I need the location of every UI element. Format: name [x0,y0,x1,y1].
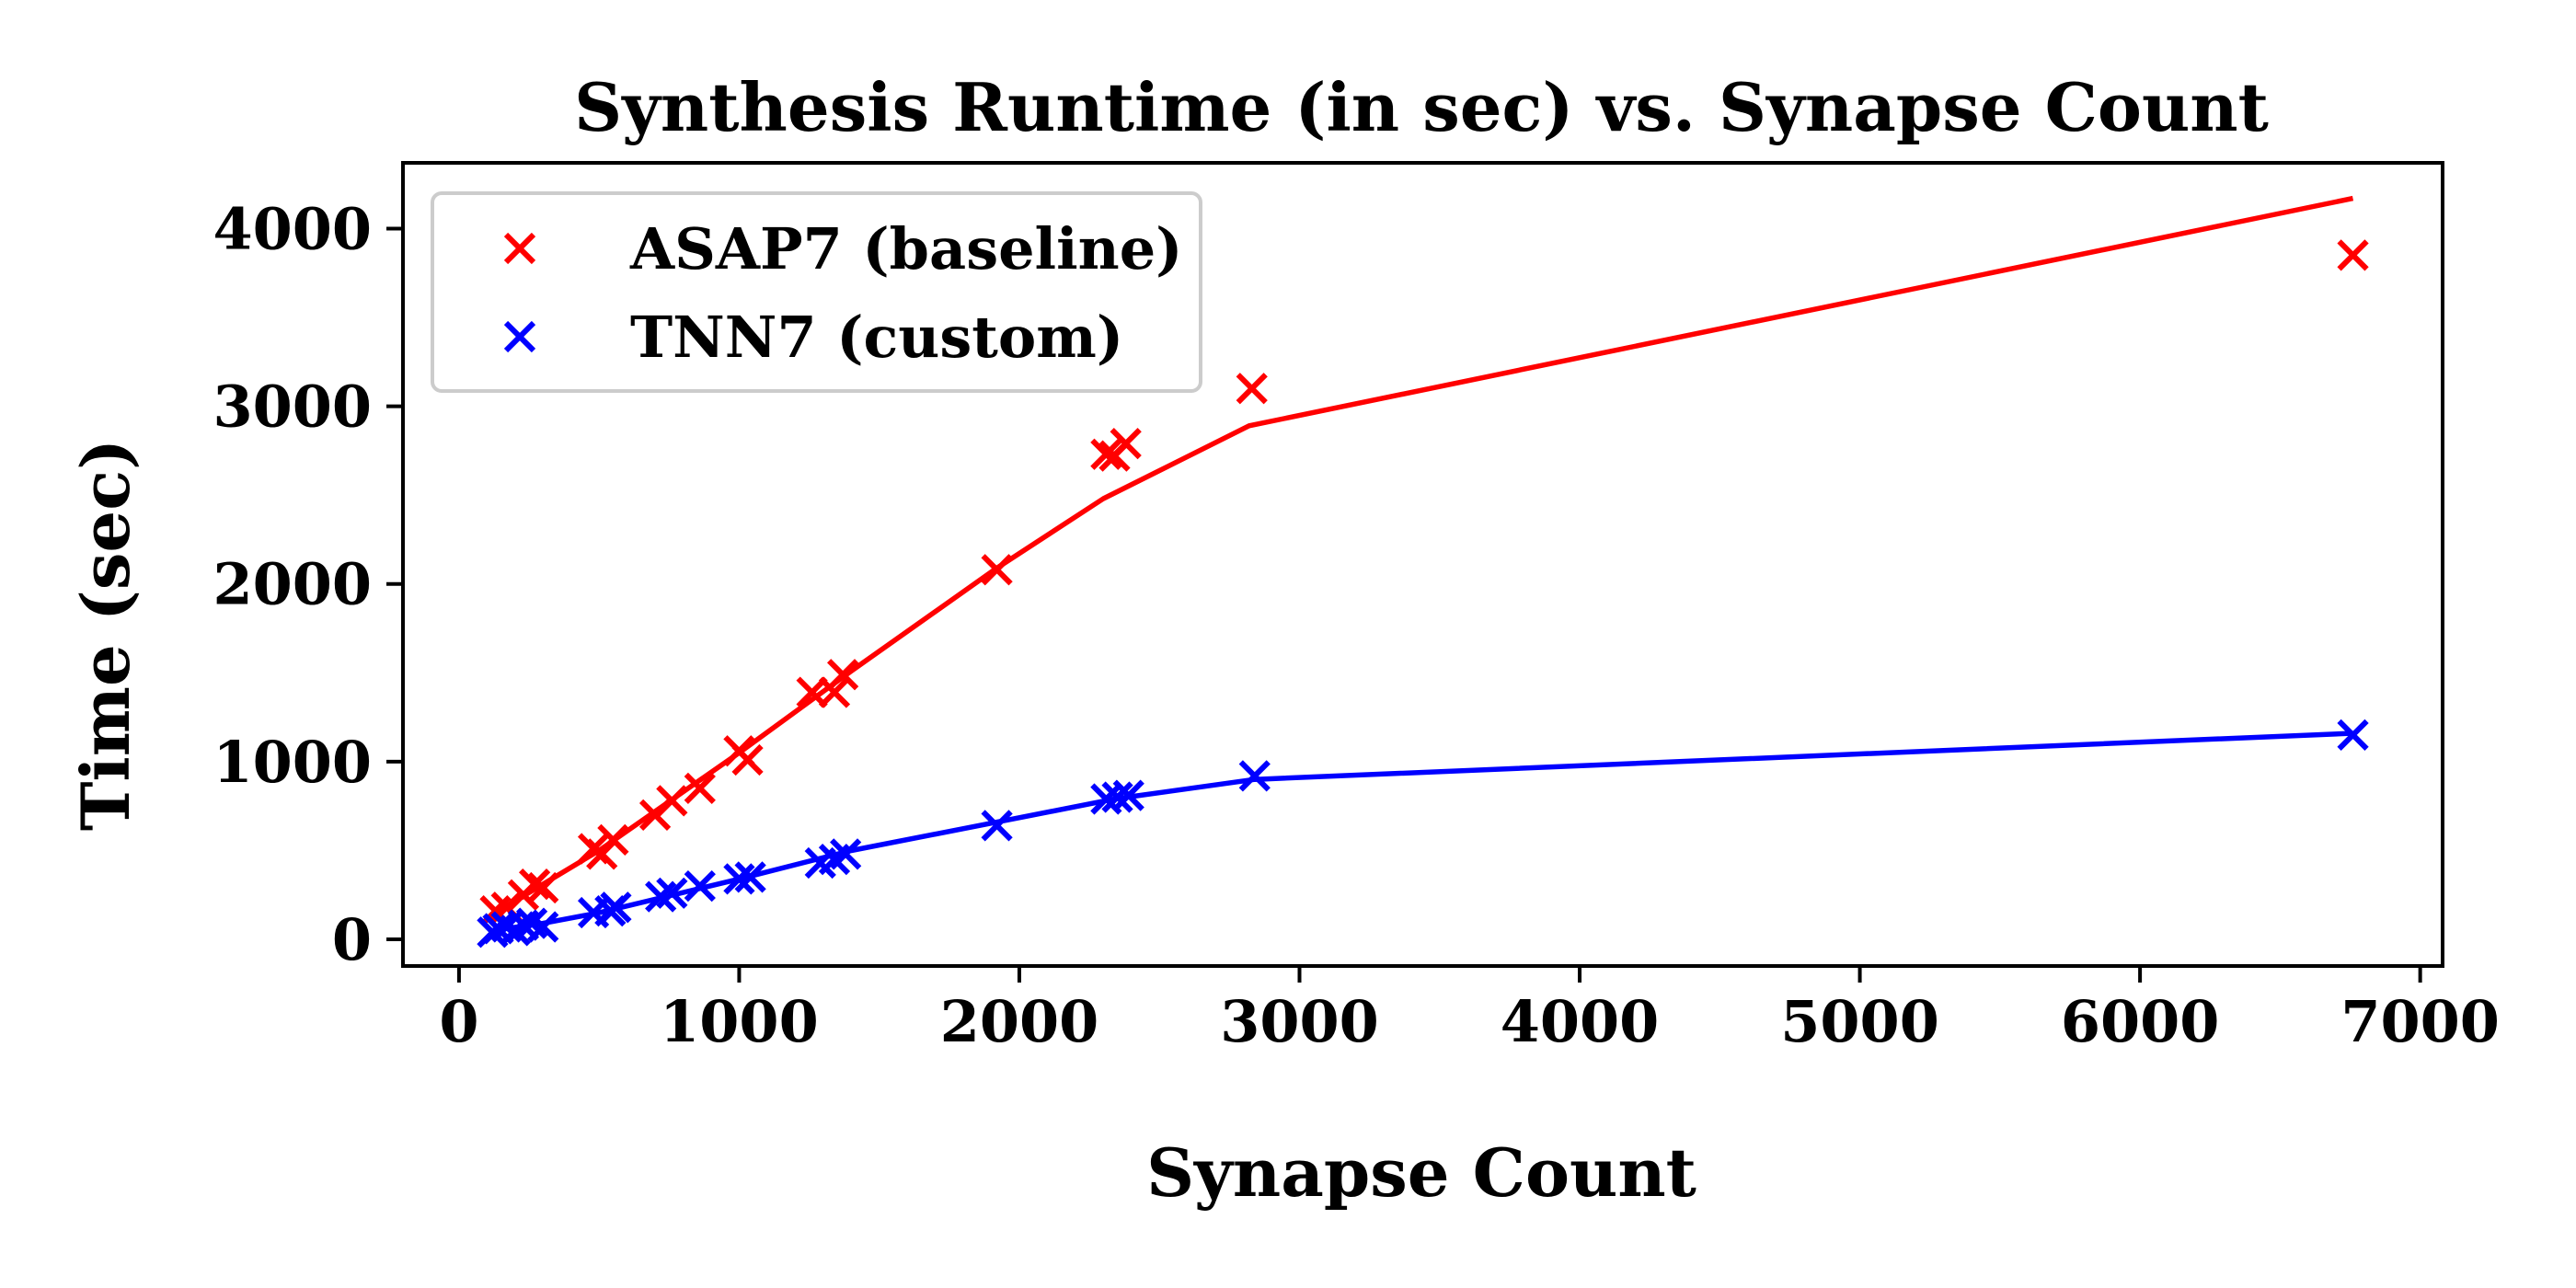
series-1-point [2337,239,2369,271]
series-1-point [1090,438,1122,470]
series-2-point [734,861,766,893]
legend-box [431,191,1202,393]
series-2-point [600,891,632,924]
series-1-point [818,676,851,708]
x-tick-label: 0 [439,988,478,1055]
plot-frame [401,161,2444,968]
x-tick-label: 3000 [1220,988,1379,1055]
x-tick-label: 5000 [1780,988,1939,1055]
series-2-point [656,877,688,909]
series-2-trend-line [492,730,2353,934]
series-1-point [527,871,559,904]
series-1-point [684,772,716,804]
series-1-point [826,659,859,691]
series-2-point [684,869,716,903]
series-2-point [1101,781,1133,813]
series-2-point [1112,779,1144,811]
x-tick-label: 4000 [1501,988,1660,1055]
x-tick-label: 6000 [2061,988,2220,1055]
y-axis-label: Time (sec) [66,439,144,831]
x-tick-label: 1000 [660,988,819,1055]
series-1-point [1110,428,1142,460]
series-1-point [796,676,828,708]
series-2-point [981,810,1013,842]
legend: ASAP7 (baseline) TNN7 (custom) [431,191,1202,393]
series-2-point [830,838,862,870]
y-tick-label: 1000 [213,729,372,796]
legend-label-series-1: ASAP7 (baseline) [629,215,1183,282]
x-tick-label: 2000 [940,988,1099,1055]
legend-label-series-2: TNN7 (custom) [630,304,1123,371]
chart-title: Synthesis Runtime (in sec) vs. Synapse C… [574,68,2269,146]
series-1-point [731,743,764,776]
legend-marker-series-2 [503,320,536,353]
plot-area: 0 1000 2000 3000 4000 5000 6000 7000 0 1000 2000 30… [213,161,2500,1055]
y-tick-label: 2000 [213,551,372,618]
series-1-point [981,554,1013,586]
series-1-point [519,868,551,901]
series-2-point [527,911,559,943]
legend-marker-series-1 [503,232,536,265]
series-2-point [723,863,755,895]
series-2-point [1238,760,1271,792]
series-1-point [1236,373,1268,405]
x-tick-label: 7000 [2340,988,2500,1055]
series-2-point [2337,719,2369,752]
series-1-point [656,785,688,817]
y-tick-label: 0 [332,906,372,973]
x-axis-label: Synapse Count [1146,1133,1696,1212]
y-tick-label: 4000 [213,195,372,262]
series-1-point [597,823,629,856]
y-tick-label: 3000 [213,374,372,441]
